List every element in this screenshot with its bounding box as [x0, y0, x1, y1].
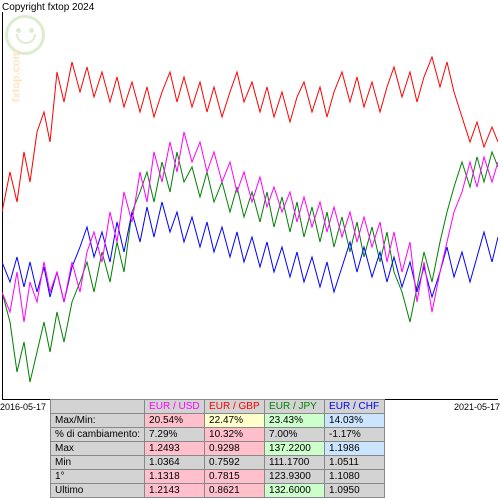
table-row: 1° 1.1318 0.7815 123.9300 1.1080 [51, 470, 385, 484]
table-header-row: EUR / USD EUR / GBP EUR / JPY EUR / CHF [51, 400, 385, 414]
line-eur-gbp [2, 57, 498, 212]
header-blank [51, 400, 145, 414]
header-eur-gbp: EUR / GBP [205, 400, 265, 414]
header-eur-jpy: EUR / JPY [265, 400, 325, 414]
header-eur-usd: EUR / USD [145, 400, 205, 414]
table-row: % di cambiamento: 7.29% 10.32% 7.00% -1.… [51, 428, 385, 442]
header-eur-chf: EUR / CHF [325, 400, 385, 414]
x-axis-end: 2021-05-17 [454, 402, 500, 412]
currency-chart: 2016-05-17 2021-05-17 [0, 12, 500, 400]
stats-table: EUR / USD EUR / GBP EUR / JPY EUR / CHF … [50, 399, 385, 498]
chart-lines [2, 12, 498, 400]
x-axis-start: 2016-05-17 [0, 402, 46, 412]
table-row: Min 1.0364 0.7592 111.1700 1.0511 [51, 456, 385, 470]
table-row: Ultimo 1.2143 0.8621 132.6000 1.0950 [51, 484, 385, 498]
table-row: Max 1.2493 0.9298 137.2200 1.1986 [51, 442, 385, 456]
line-eur-usd [2, 132, 498, 322]
table-row: Max/Min: 20.54% 22.47% 23.43% 14.03% [51, 414, 385, 428]
